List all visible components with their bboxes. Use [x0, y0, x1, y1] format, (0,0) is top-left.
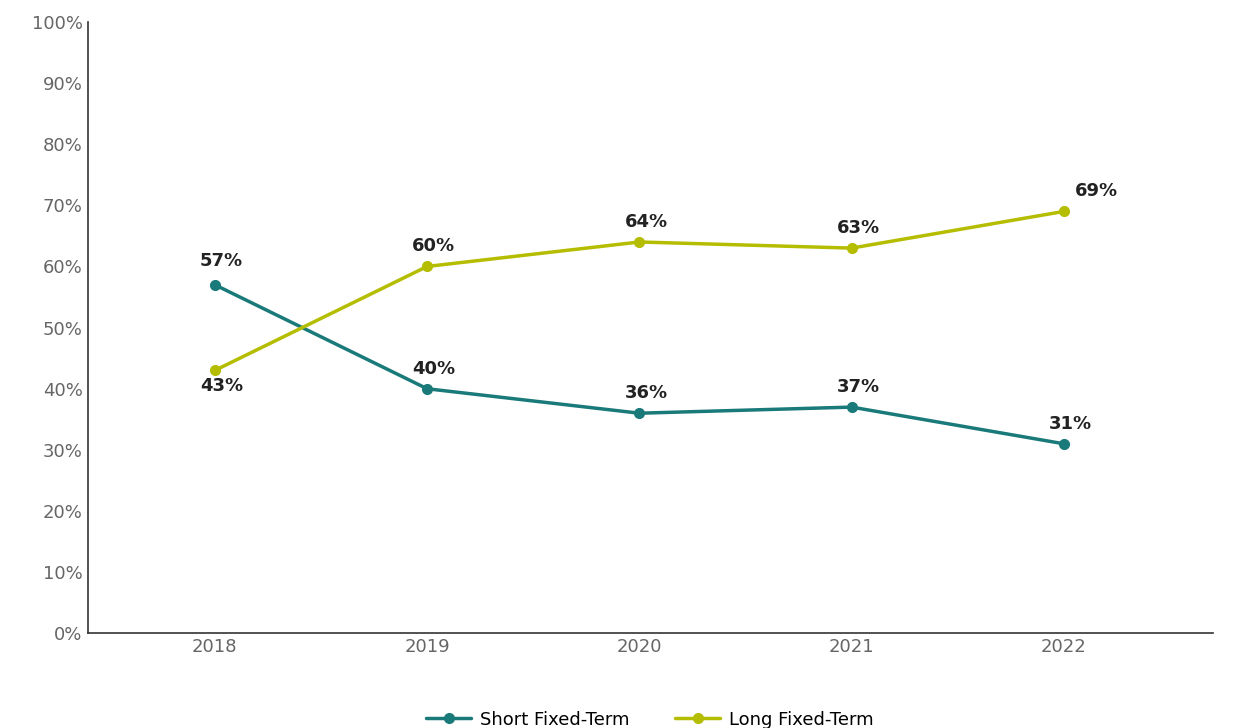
Short Fixed-Term — [1056, 440, 1071, 448]
Text: 37%: 37% — [836, 378, 880, 396]
Text: 63%: 63% — [836, 219, 880, 237]
Long Fixed-Term — [420, 262, 435, 271]
Text: 31%: 31% — [1049, 415, 1092, 432]
Line: Long Fixed-Term: Long Fixed-Term — [210, 207, 1069, 375]
Long Fixed-Term — [208, 366, 222, 375]
Short Fixed-Term — [208, 280, 222, 289]
Text: 60%: 60% — [412, 237, 455, 256]
Long Fixed-Term — [1056, 207, 1071, 215]
Short Fixed-Term — [844, 403, 859, 411]
Line: Short Fixed-Term: Short Fixed-Term — [210, 280, 1069, 448]
Text: 64%: 64% — [625, 213, 668, 231]
Long Fixed-Term — [632, 237, 648, 246]
Text: 57%: 57% — [200, 251, 242, 269]
Text: 69%: 69% — [1075, 183, 1118, 200]
Short Fixed-Term — [632, 409, 648, 418]
Long Fixed-Term — [844, 244, 859, 253]
Text: 36%: 36% — [625, 384, 668, 402]
Text: 43%: 43% — [200, 377, 242, 395]
Legend: Short Fixed-Term, Long Fixed-Term: Short Fixed-Term, Long Fixed-Term — [419, 703, 881, 728]
Short Fixed-Term — [420, 384, 435, 393]
Text: 40%: 40% — [412, 360, 455, 378]
